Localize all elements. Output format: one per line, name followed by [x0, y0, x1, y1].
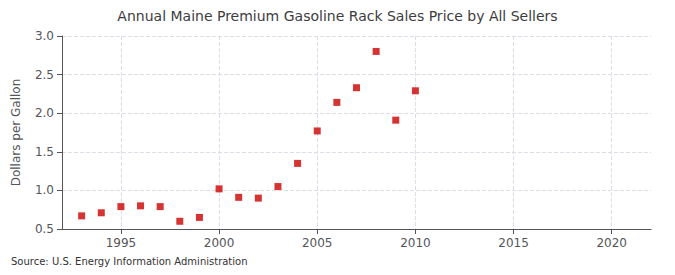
svg-text:Dollars per Gallon: Dollars per Gallon	[9, 79, 23, 187]
svg-text:2010: 2010	[400, 236, 431, 250]
svg-text:2.0: 2.0	[35, 106, 54, 120]
svg-text:3.0: 3.0	[35, 29, 54, 43]
svg-text:2000: 2000	[204, 236, 235, 250]
svg-text:1.0: 1.0	[35, 183, 54, 197]
svg-text:Source: U.S. Energy Informatio: Source: U.S. Energy Information Administ…	[11, 256, 248, 267]
svg-text:Annual Maine Premium Gasoline: Annual Maine Premium Gasoline Rack Sales…	[117, 8, 557, 24]
svg-text:2.5: 2.5	[35, 68, 54, 82]
svg-text:0.5: 0.5	[35, 222, 54, 236]
svg-text:1995: 1995	[106, 236, 137, 250]
svg-text:2005: 2005	[302, 236, 333, 250]
svg-text:2020: 2020	[596, 236, 627, 250]
svg-text:1.5: 1.5	[35, 145, 54, 159]
svg-text:2015: 2015	[498, 236, 529, 250]
